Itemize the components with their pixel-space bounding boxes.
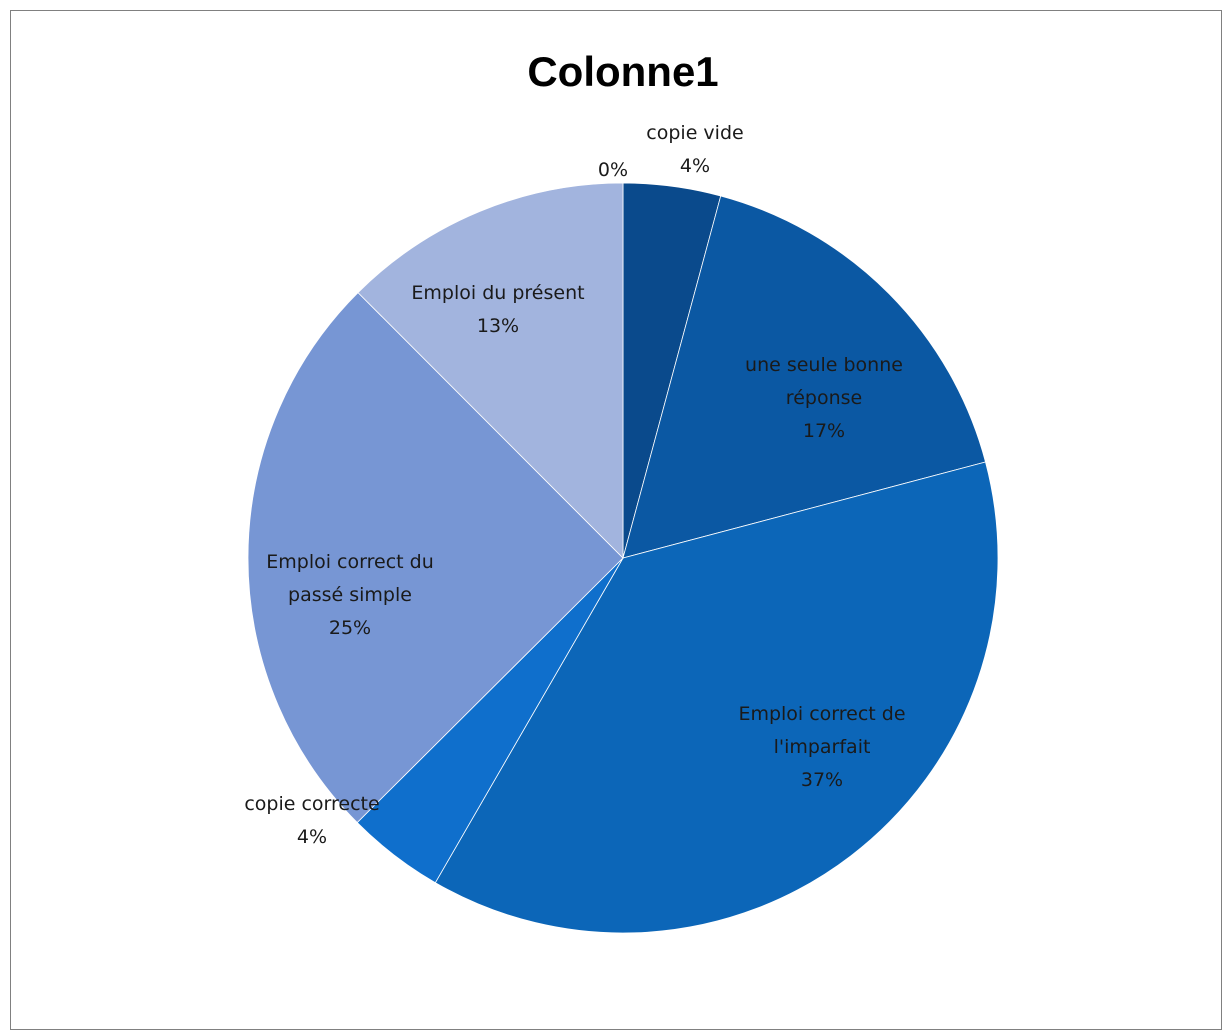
data-label-emploi-correct-du-passe-simple: Emploi correct du passé simple 25% xyxy=(266,551,433,639)
pie-slice-emploi-correct-de-l-imparfait xyxy=(434,461,999,934)
data-label-emploi-correct-de-l-imparfait: Emploi correct de l'imparfait 37% xyxy=(738,703,905,791)
data-label-zero: 0% xyxy=(598,159,628,181)
pie-slice-une-seule-bonne-reponse xyxy=(622,195,986,559)
data-label-emploi-du-present: Emploi du présent 13% xyxy=(411,282,584,337)
data-label-copie-vide: copie vide 4% xyxy=(646,122,743,177)
pie-slice-emploi-correct-du-passe-simple xyxy=(247,292,624,824)
data-label-copie-correcte: copie correcte 4% xyxy=(244,793,379,848)
data-label-une-seule-bonne-reponse: une seule bonne réponse 17% xyxy=(745,354,903,442)
pie-slice-emploi-du-present xyxy=(357,182,624,559)
chart-title: Colonne1 xyxy=(527,48,718,95)
chart-area: Colonne1 0% copie vide 4% une seule bonne ré… xyxy=(10,10,1222,1030)
pie-slices xyxy=(247,182,999,934)
pie-labels: 0% copie vide 4% une seule bonne réponse 17% E… xyxy=(244,122,905,848)
pie-chart: Colonne1 0% copie vide 4% une seule bonne ré… xyxy=(244,48,999,934)
